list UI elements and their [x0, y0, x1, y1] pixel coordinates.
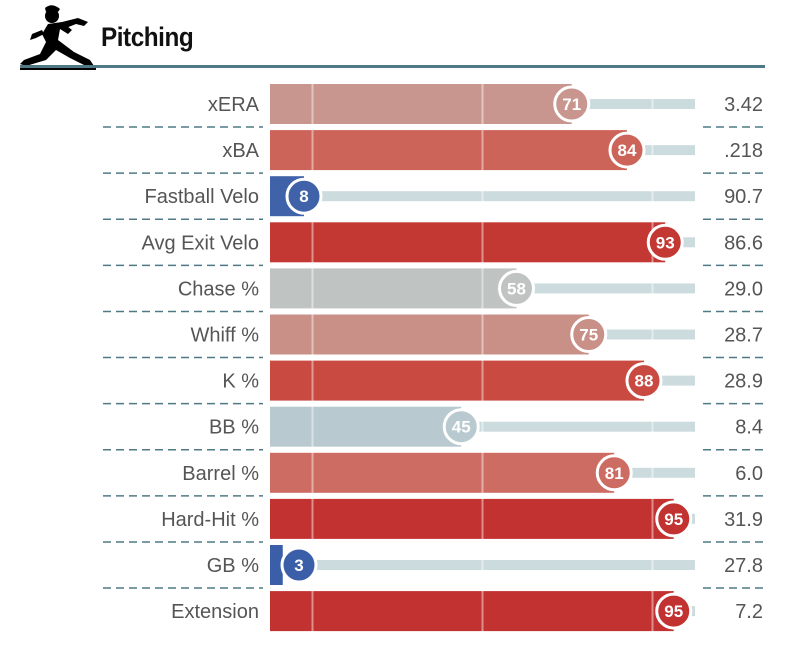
metric-row: BB % 8.4	[103, 406, 765, 451]
metric-label: Extension	[171, 601, 259, 623]
metric-value: 28.9	[724, 371, 763, 393]
percentile-badge	[285, 177, 323, 215]
metric-label: Hard-Hit %	[161, 509, 259, 531]
percentile-bar	[270, 222, 666, 263]
percentile-bar	[270, 545, 283, 585]
metric-row: Barrel % 6.0	[103, 452, 765, 497]
percentile-badge	[442, 408, 480, 446]
badge-layer: 71 84 8 93 58 75 88 45 81 95 3 95	[280, 85, 693, 630]
percentile-badge	[280, 546, 318, 584]
percentile-bar	[270, 360, 644, 401]
percentile-badge-label: 71	[562, 95, 581, 114]
metric-value: 3.42	[724, 94, 763, 116]
percentile-badge	[655, 592, 693, 630]
metric-value: 31.9	[724, 509, 763, 531]
metric-row: Whiff % 28.7	[103, 314, 765, 359]
metric-value: 6.0	[735, 463, 763, 485]
percentile-bar	[270, 452, 615, 493]
percentile-badge-label: 95	[664, 510, 683, 529]
percentile-badge	[655, 500, 693, 538]
percentile-bar	[270, 406, 462, 447]
percentile-bar	[270, 84, 572, 124]
metric-value: 27.8	[724, 555, 763, 577]
chart-title: Pitching	[101, 22, 194, 52]
metric-label: BB %	[209, 417, 259, 439]
percentile-badge	[498, 269, 535, 307]
percentile-badge-label: 75	[579, 326, 598, 345]
metric-row: K % 28.9	[103, 360, 765, 405]
metric-row: Avg Exit Velo 86.6	[103, 222, 765, 267]
percentile-badge-label: 95	[664, 602, 683, 621]
metric-row: Extension 7.2	[171, 591, 763, 632]
percentile-badge-label: 84	[618, 141, 637, 160]
percentile-badge-label: 81	[605, 464, 624, 483]
percentile-badge	[608, 131, 646, 169]
metric-value: 86.6	[724, 232, 763, 254]
title-rule	[20, 65, 765, 68]
metric-label: Fastball Velo	[144, 186, 259, 208]
metric-label: Avg Exit Velo	[142, 232, 259, 254]
percentile-badge-label: 45	[452, 418, 471, 437]
percentile-bar	[270, 268, 517, 309]
pitcher-silhouette-icon	[20, 5, 96, 70]
metric-value: .218	[724, 140, 763, 162]
percentile-badge	[553, 85, 591, 123]
percentile-badge-label: 88	[635, 372, 654, 391]
metric-row: Chase % 29.0	[103, 268, 765, 313]
metric-label: K %	[222, 371, 259, 393]
metric-row: Fastball Velo 90.7	[103, 176, 765, 220]
percentile-bar	[270, 130, 627, 171]
metric-label: Whiff %	[190, 325, 259, 347]
percentile-bar	[270, 314, 589, 355]
percentile-badge	[595, 454, 633, 492]
metric-label: GB %	[207, 555, 259, 577]
percentile-badge-label: 93	[656, 233, 675, 252]
metric-label: Chase %	[178, 278, 259, 300]
gridline-group	[311, 82, 654, 634]
metric-label: xBA	[222, 140, 259, 162]
metric-value: 8.4	[735, 417, 763, 439]
percentile-badge-label: 58	[507, 279, 526, 298]
metric-label: xERA	[208, 94, 260, 116]
percentile-badge-label: 3	[294, 556, 303, 575]
metric-value: 90.7	[724, 186, 763, 208]
percentile-track	[270, 191, 695, 202]
percentile-track	[270, 560, 695, 570]
percentile-badge	[570, 316, 608, 353]
metric-row: xBA .218	[103, 130, 765, 174]
metric-value: 28.7	[724, 325, 763, 347]
rows-group: xERA 3.42 xBA .218 Fastball Velo 90.7 Avg Exit…	[103, 84, 765, 632]
percentile-bar	[270, 591, 674, 632]
metric-row: Hard-Hit % 31.9	[103, 498, 765, 543]
metric-row: xERA 3.42	[103, 84, 765, 128]
metric-value: 7.2	[735, 601, 763, 623]
percentile-track	[270, 421, 695, 432]
metric-label: Barrel %	[182, 463, 259, 485]
percentile-badge-label: 8	[299, 187, 308, 206]
percentile-bar	[270, 498, 674, 539]
header: Pitching	[0, 0, 800, 72]
metric-row: GB % 27.8	[103, 545, 765, 589]
percentile-badge	[646, 223, 684, 261]
metric-value: 29.0	[724, 278, 763, 300]
percentile-badge	[625, 362, 663, 400]
